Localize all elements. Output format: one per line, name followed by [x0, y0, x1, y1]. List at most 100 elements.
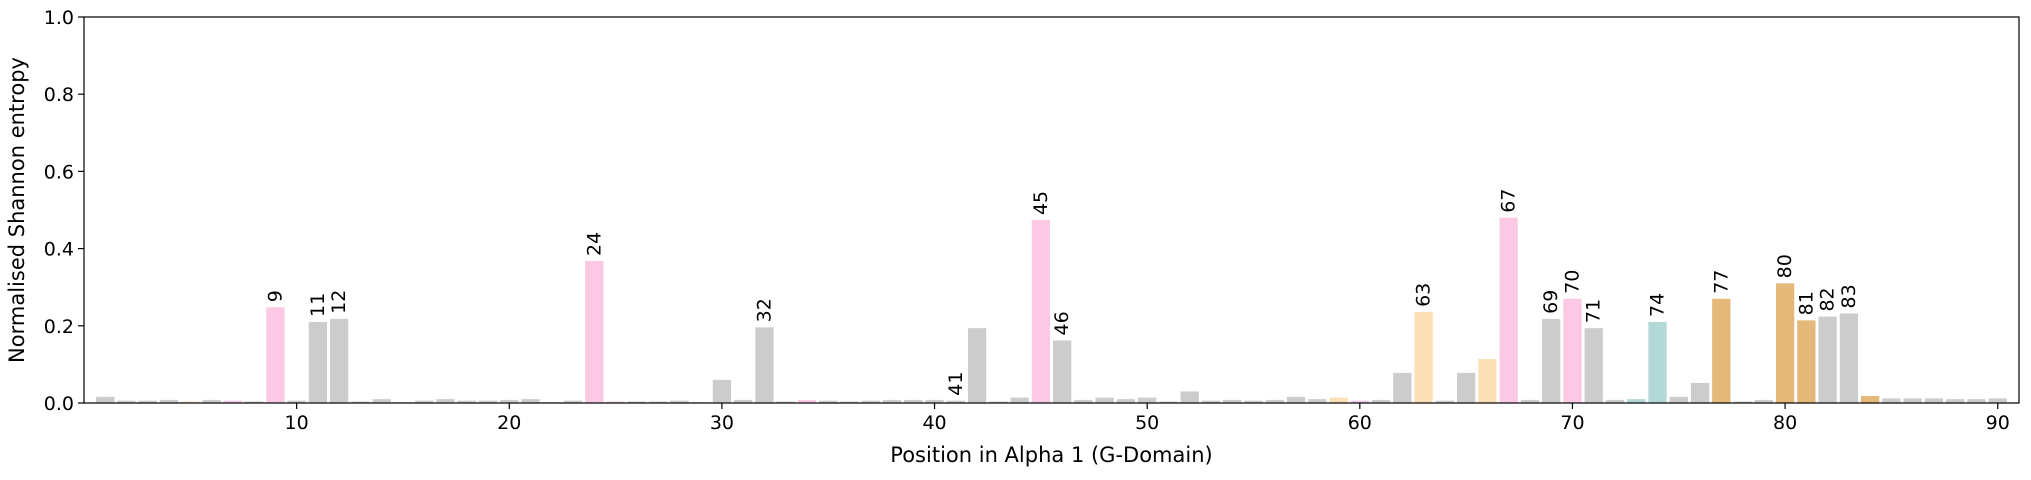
bar-position-36: [840, 401, 859, 403]
bar-label-46: 46: [1051, 311, 1073, 335]
bar-position-13: [351, 401, 370, 403]
bar-position-35: [819, 400, 838, 403]
bar-position-73: [1627, 399, 1646, 403]
bar-label-67: 67: [1498, 189, 1520, 213]
bar-position-55: [1244, 400, 1263, 403]
bar-position-2: [117, 400, 136, 403]
bar-label-63: 63: [1413, 283, 1435, 307]
bar-position-34: [797, 399, 817, 403]
bar-position-79: [1754, 399, 1773, 403]
bar-label-83: 83: [1838, 284, 1860, 308]
bar-position-12: [330, 318, 349, 403]
bar-position-41: [946, 400, 965, 403]
bar-position-23: [563, 400, 583, 403]
bar-position-11: [308, 321, 328, 403]
bar-position-82: [1818, 316, 1837, 403]
bar-position-39: [904, 399, 923, 403]
x-tick-label-90: 90: [1986, 412, 2010, 434]
bars-layer: [96, 217, 2007, 403]
bar-position-31: [734, 399, 753, 403]
bar-position-6: [202, 399, 221, 403]
x-tick-label-40: 40: [922, 412, 946, 434]
x-axis-label: Position in Alpha 1 (G-Domain): [890, 443, 1212, 467]
bar-label-77: 77: [1710, 270, 1732, 294]
y-tick-label-0.6: 0.6: [44, 161, 74, 183]
y-tick-label-0.4: 0.4: [44, 239, 74, 261]
y-tick-label-0.8: 0.8: [44, 84, 74, 106]
bar-position-37: [861, 400, 880, 403]
x-tick-label-50: 50: [1135, 412, 1159, 434]
y-axis-ticks: 0.0 0.2 0.4 0.6 0.8 1.0: [44, 7, 84, 415]
bar-position-48: [1095, 397, 1114, 403]
bar-position-65: [1457, 372, 1476, 403]
bar-position-32: [755, 327, 774, 403]
bar-label-80: 80: [1774, 254, 1796, 278]
bar-position-43: [989, 401, 1008, 403]
y-tick-label-0: 0.0: [44, 393, 74, 415]
bar-position-72: [1605, 399, 1625, 403]
bar-position-66: [1478, 359, 1497, 403]
bar-position-18: [457, 400, 476, 403]
bar-position-49: [1116, 399, 1136, 403]
bar-position-74: [1648, 321, 1667, 403]
x-tick-label-80: 80: [1773, 412, 1797, 434]
bar-position-62: [1393, 372, 1412, 403]
bar-position-59: [1329, 397, 1348, 403]
bar-label-9: 9: [264, 290, 286, 302]
bar-position-85: [1882, 398, 1901, 403]
bar-position-9: [266, 307, 285, 403]
bar-label-24: 24: [583, 232, 605, 256]
bar-label-32: 32: [753, 298, 775, 322]
bar-position-80: [1775, 283, 1795, 403]
bar-position-56: [1265, 399, 1284, 403]
bar-position-78: [1733, 401, 1752, 403]
y-axis-label: Normalised Shannon entropy: [5, 57, 29, 363]
bar-position-46: [1052, 340, 1072, 403]
bar-position-3: [138, 400, 157, 403]
bar-position-81: [1797, 320, 1816, 403]
plot-frame: [83, 16, 2020, 404]
bar-label-11: 11: [307, 293, 329, 317]
bar-position-24: [585, 260, 604, 403]
bar-position-68: [1520, 399, 1540, 403]
bar-label-82: 82: [1817, 287, 1839, 311]
bar-position-14: [372, 399, 391, 403]
bar-position-17: [436, 399, 455, 403]
bar-position-69: [1542, 318, 1561, 403]
bar-label-74: 74: [1647, 293, 1669, 317]
bar-position-1: [96, 396, 115, 403]
bar-position-30: [712, 379, 732, 403]
bar-position-76: [1690, 382, 1710, 403]
bar-position-44: [1010, 397, 1029, 403]
x-axis-ticks: 10 20 30 40 50 60 70 80 90: [285, 403, 2010, 434]
bar-position-20: [500, 399, 519, 403]
bar-label-12: 12: [328, 290, 350, 314]
bar-position-52: [1180, 391, 1199, 403]
bar-position-75: [1669, 396, 1688, 403]
bar-position-21: [521, 399, 540, 403]
bar-label-81: 81: [1795, 291, 1817, 315]
bar-position-19: [478, 400, 498, 403]
bar-position-33: [776, 401, 795, 403]
bar-position-89: [1967, 399, 1986, 403]
bar-position-67: [1499, 217, 1518, 403]
bar-position-54: [1223, 399, 1242, 403]
bar-position-77: [1712, 298, 1731, 403]
bar-position-71: [1584, 328, 1603, 403]
bar-position-25: [606, 401, 625, 403]
bar-label-41: 41: [945, 371, 967, 395]
bar-position-27: [648, 401, 668, 403]
bar-position-8: [244, 401, 264, 403]
bar-position-61: [1371, 399, 1391, 403]
x-tick-label-30: 30: [710, 412, 734, 434]
bar-position-26: [627, 401, 646, 403]
bar-position-47: [1074, 399, 1093, 403]
bar-position-86: [1903, 398, 1922, 403]
bar-position-53: [1201, 400, 1221, 403]
y-tick-label-1: 1.0: [44, 7, 74, 29]
bar-label-69: 69: [1540, 290, 1562, 314]
bar-position-83: [1839, 313, 1859, 403]
